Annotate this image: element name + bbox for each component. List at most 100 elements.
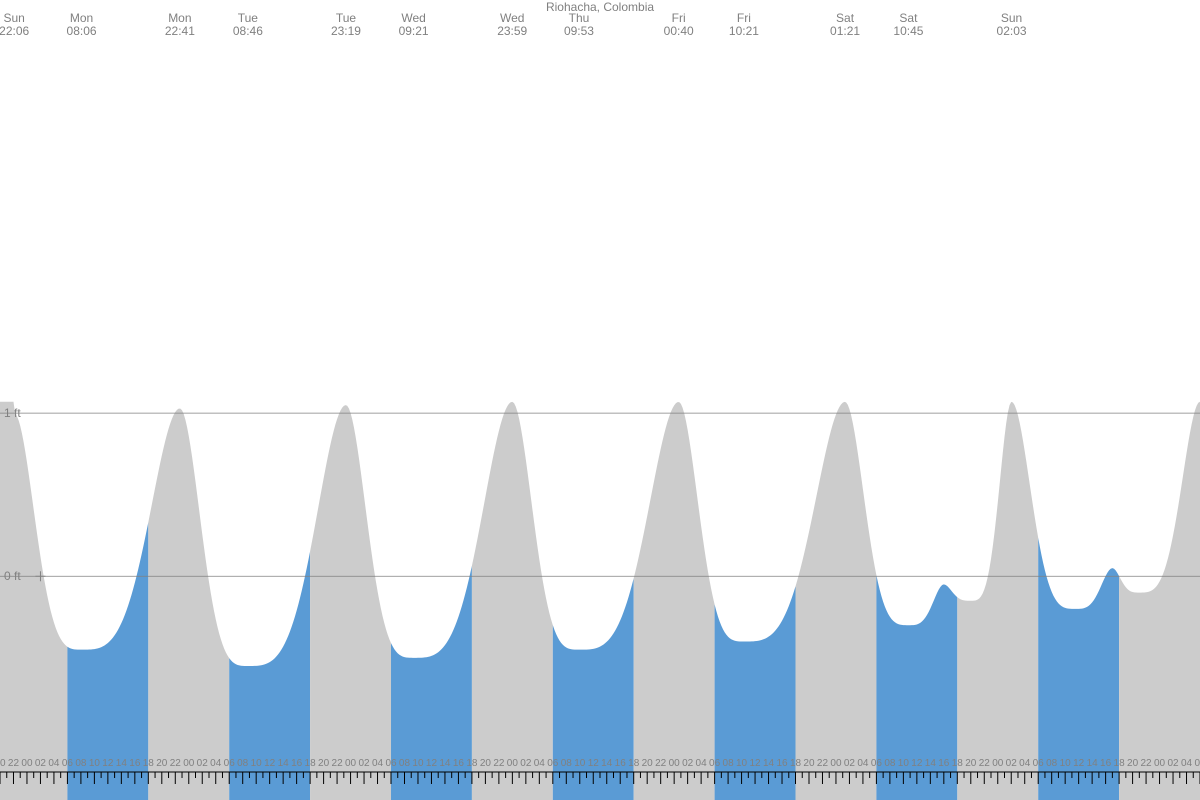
x-tick-label: 10 xyxy=(412,758,423,769)
x-tick-label: 02 xyxy=(35,758,46,769)
x-tick-label: 16 xyxy=(615,758,626,769)
x-tick-label: 22 xyxy=(8,758,19,769)
tide-area-night xyxy=(148,409,229,800)
extremum-label: Sat10:45 xyxy=(893,12,923,38)
extremum-label: Tue23:19 xyxy=(331,12,361,38)
x-tick-label: 20 xyxy=(156,758,167,769)
x-tick-label: 16 xyxy=(129,758,140,769)
x-tick-label: 04 xyxy=(696,758,707,769)
tide-area-night xyxy=(957,402,1038,800)
x-tick-label: 04 xyxy=(210,758,221,769)
x-tick-label: 02 xyxy=(682,758,693,769)
x-tick-label: 08 xyxy=(723,758,734,769)
x-tick-label: 08 xyxy=(1046,758,1057,769)
x-tick-label: 20 xyxy=(642,758,653,769)
x-tick-label: 08 xyxy=(75,758,86,769)
x-tick-label: 06 xyxy=(871,758,882,769)
x-tick-label: 02 xyxy=(358,758,369,769)
x-tick-label: 20 xyxy=(1127,758,1138,769)
x-tick-label: 18 xyxy=(1114,758,1125,769)
x-tick-label: 18 xyxy=(466,758,477,769)
extremum-label: Tue08:46 xyxy=(233,12,263,38)
x-tick-label: 00 xyxy=(21,758,32,769)
tide-area-night xyxy=(796,402,877,800)
x-tick-label: 00 xyxy=(183,758,194,769)
x-tick-label: 02 xyxy=(1167,758,1178,769)
x-tick-label: 18 xyxy=(790,758,801,769)
x-tick-label: 00 xyxy=(345,758,356,769)
x-tick-label: 00 xyxy=(669,758,680,769)
x-tick-label: 14 xyxy=(763,758,774,769)
x-tick-label: 02 xyxy=(844,758,855,769)
x-tick-label: 10 xyxy=(898,758,909,769)
x-tick-label: 18 xyxy=(628,758,639,769)
x-tick-label: 10 xyxy=(1060,758,1071,769)
x-tick-label: 10 xyxy=(89,758,100,769)
x-tick-label: 14 xyxy=(278,758,289,769)
x-tick-label: 18 xyxy=(952,758,963,769)
x-tick-label: 00 xyxy=(1154,758,1165,769)
tide-area-night xyxy=(310,405,391,800)
x-tick-label: 06 xyxy=(709,758,720,769)
x-tick-label: 16 xyxy=(776,758,787,769)
x-tick-label: 02 xyxy=(520,758,531,769)
x-tick-label: 12 xyxy=(102,758,113,769)
x-tick-label: 20 xyxy=(0,758,6,769)
x-tick-label: 20 xyxy=(803,758,814,769)
x-tick-label: 12 xyxy=(426,758,437,769)
x-tick-label: 18 xyxy=(305,758,316,769)
x-tick-label: 22 xyxy=(170,758,181,769)
x-tick-label: 20 xyxy=(480,758,491,769)
x-tick-label: 14 xyxy=(925,758,936,769)
y-axis-label: 1 ft xyxy=(4,406,21,420)
x-tick-label: 16 xyxy=(1100,758,1111,769)
x-tick-label: 16 xyxy=(291,758,302,769)
chart-svg xyxy=(0,0,1200,800)
x-tick-label: 22 xyxy=(655,758,666,769)
tide-area-night xyxy=(472,402,553,800)
x-tick-label: 10 xyxy=(251,758,262,769)
x-tick-label: 06 xyxy=(62,758,73,769)
extremum-label: Fri10:21 xyxy=(729,12,759,38)
x-tick-label: 02 xyxy=(1006,758,1017,769)
x-tick-label: 12 xyxy=(588,758,599,769)
x-tick-label: 16 xyxy=(938,758,949,769)
x-tick-label: 10 xyxy=(574,758,585,769)
x-tick-label: 22 xyxy=(1141,758,1152,769)
extremum-label: Mon08:06 xyxy=(67,12,97,38)
x-tick-label: 06 xyxy=(1194,758,1200,769)
x-tick-label: 20 xyxy=(318,758,329,769)
x-tick-label: 08 xyxy=(399,758,410,769)
x-tick-label: 06 xyxy=(385,758,396,769)
x-tick-label: 12 xyxy=(749,758,760,769)
x-tick-label: 08 xyxy=(561,758,572,769)
tide-chart: Riohacha, Colombia 0 ft1 ft2022000204060… xyxy=(0,0,1200,800)
x-tick-label: 00 xyxy=(992,758,1003,769)
x-tick-label: 04 xyxy=(534,758,545,769)
x-tick-label: 12 xyxy=(911,758,922,769)
x-tick-label: 00 xyxy=(507,758,518,769)
x-tick-label: 16 xyxy=(453,758,464,769)
x-tick-label: 20 xyxy=(965,758,976,769)
tide-area-night xyxy=(634,402,715,800)
x-tick-label: 04 xyxy=(48,758,59,769)
extremum-label: Sun22:06 xyxy=(0,12,29,38)
extremum-label: Sun02:03 xyxy=(997,12,1027,38)
x-tick-label: 04 xyxy=(857,758,868,769)
x-tick-label: 04 xyxy=(1019,758,1030,769)
x-tick-label: 02 xyxy=(197,758,208,769)
x-tick-label: 22 xyxy=(817,758,828,769)
x-tick-label: 00 xyxy=(830,758,841,769)
x-tick-label: 06 xyxy=(224,758,235,769)
x-tick-label: 12 xyxy=(264,758,275,769)
tide-area-night xyxy=(0,402,67,800)
x-tick-label: 14 xyxy=(116,758,127,769)
tide-area-night xyxy=(1119,402,1200,800)
extremum-label: Wed09:21 xyxy=(399,12,429,38)
x-tick-label: 14 xyxy=(1087,758,1098,769)
x-tick-label: 18 xyxy=(143,758,154,769)
x-tick-label: 22 xyxy=(979,758,990,769)
extremum-label: Mon22:41 xyxy=(165,12,195,38)
extremum-label: Fri00:40 xyxy=(664,12,694,38)
y-axis-label: 0 ft xyxy=(4,569,21,583)
